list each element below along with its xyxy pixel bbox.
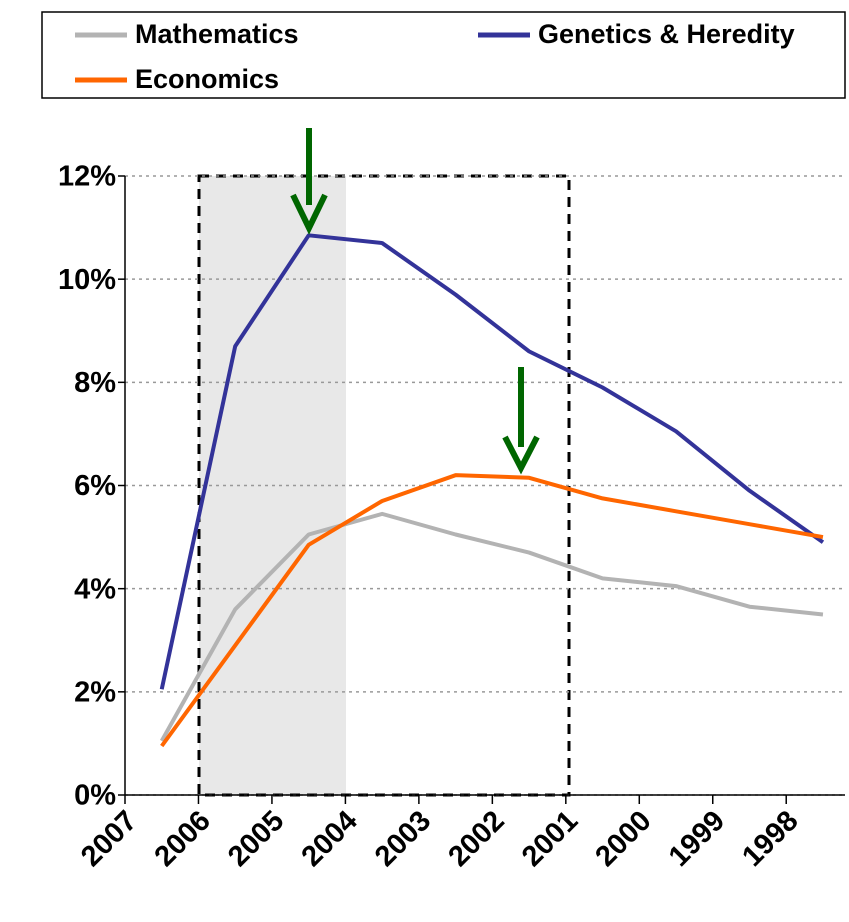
legend-label: Economics xyxy=(135,64,279,94)
y-tick-label: 10% xyxy=(58,264,116,296)
x-tick-label: 1999 xyxy=(663,805,731,873)
y-tick-label: 2% xyxy=(74,676,116,708)
x-tick-label: 1998 xyxy=(736,805,804,873)
arrow xyxy=(290,128,328,235)
legend-label: Genetics & Heredity xyxy=(538,19,795,49)
x-tick-label: 2007 xyxy=(75,805,143,873)
x-tick-label: 2005 xyxy=(222,805,290,873)
x-tick-label: 2004 xyxy=(296,805,364,873)
legend-box xyxy=(41,11,846,99)
x-tick-label: 2003 xyxy=(369,805,437,873)
y-tick-label: 6% xyxy=(74,470,116,502)
x-tick-label: 2002 xyxy=(442,805,510,873)
x-tick-label: 2001 xyxy=(516,805,584,873)
y-tick-label: 8% xyxy=(74,367,116,399)
series-line xyxy=(159,511,824,742)
arrow xyxy=(502,367,540,475)
y-tick-label: 0% xyxy=(74,780,116,812)
series-line xyxy=(159,233,825,690)
x-tick-label: 2000 xyxy=(589,805,657,873)
series-line xyxy=(160,473,824,748)
y-tick-label: 12% xyxy=(58,161,116,193)
legend-label: Mathematics xyxy=(135,19,299,49)
y-tick-label: 4% xyxy=(74,573,116,605)
x-tick-label: 2006 xyxy=(149,805,217,873)
